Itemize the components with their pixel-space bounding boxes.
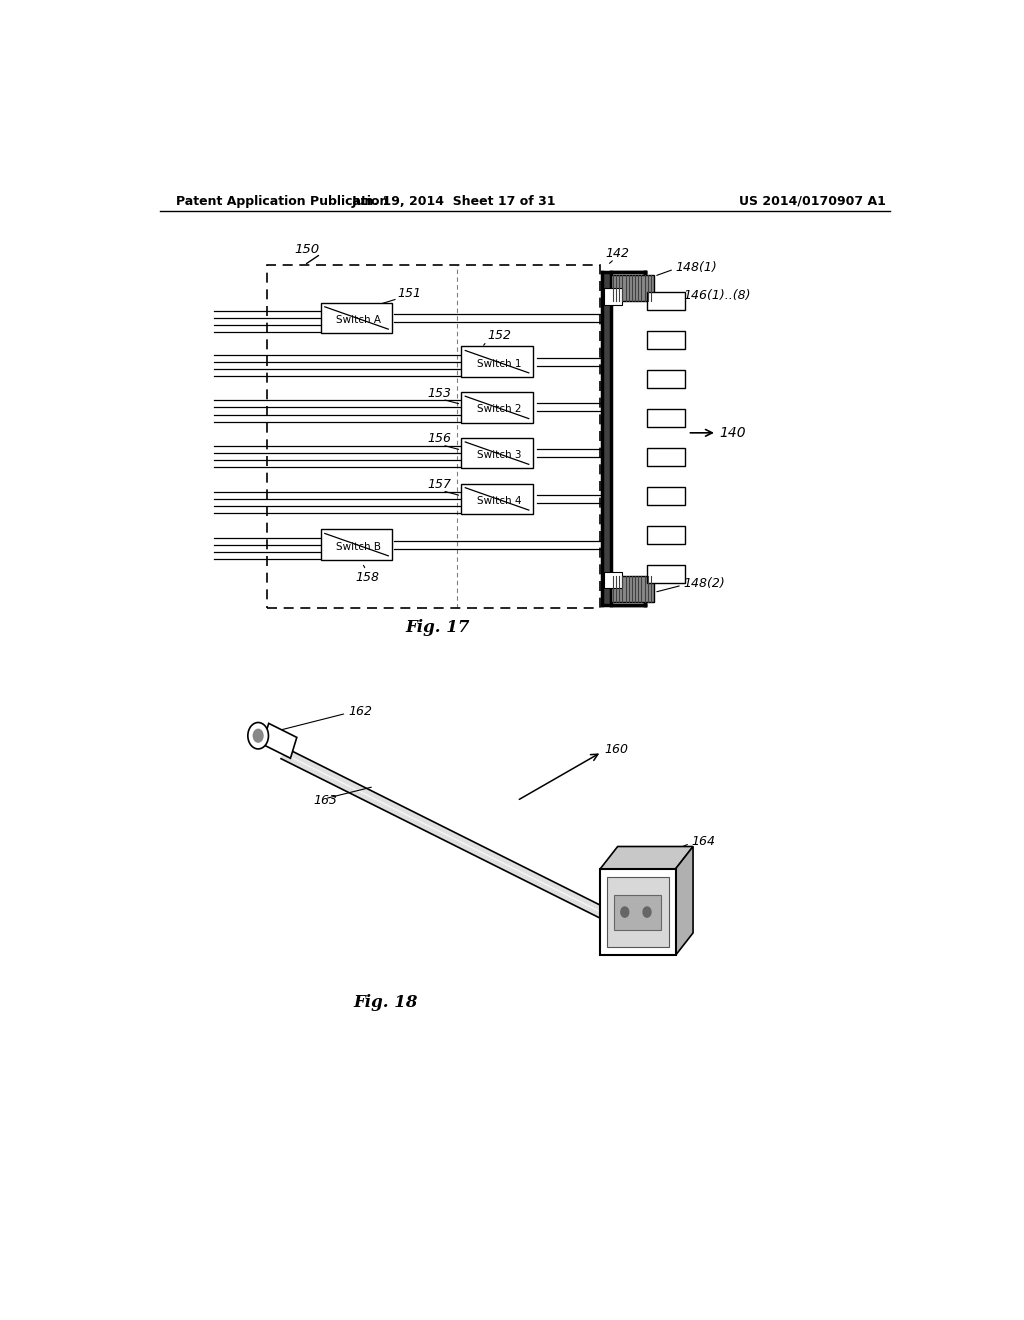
Text: 151: 151 — [397, 286, 422, 300]
Bar — [461, 346, 532, 378]
Text: Jun. 19, 2014  Sheet 17 of 31: Jun. 19, 2014 Sheet 17 of 31 — [351, 194, 556, 207]
Bar — [647, 330, 685, 348]
Bar — [614, 895, 662, 929]
Text: 160: 160 — [604, 743, 628, 756]
Polygon shape — [676, 846, 693, 956]
Bar — [604, 572, 623, 589]
Bar — [647, 447, 685, 466]
Text: Switch 1: Switch 1 — [477, 359, 521, 368]
Bar — [647, 370, 685, 388]
Circle shape — [253, 729, 264, 743]
Text: US 2014/0170907 A1: US 2014/0170907 A1 — [739, 194, 886, 207]
Bar — [647, 409, 685, 428]
Text: 150: 150 — [295, 243, 319, 256]
Bar — [604, 289, 623, 305]
Text: Fig. 18: Fig. 18 — [353, 994, 418, 1011]
Circle shape — [621, 907, 629, 917]
Bar — [262, 723, 297, 758]
Text: Switch 3: Switch 3 — [477, 450, 521, 461]
Bar — [321, 529, 392, 560]
Text: 162: 162 — [348, 705, 373, 718]
Text: 140: 140 — [719, 426, 745, 440]
Bar — [461, 483, 532, 515]
Text: 148(1): 148(1) — [676, 260, 718, 273]
Bar — [461, 438, 532, 469]
Text: 157: 157 — [427, 478, 452, 491]
Text: Fig. 17: Fig. 17 — [406, 619, 470, 636]
Bar — [600, 869, 676, 956]
Bar — [606, 876, 670, 948]
Text: 164: 164 — [691, 836, 716, 847]
Text: 152: 152 — [487, 330, 512, 342]
Text: Switch 2: Switch 2 — [477, 404, 521, 414]
Bar — [647, 565, 685, 583]
Circle shape — [643, 907, 651, 917]
Bar — [321, 302, 392, 333]
Polygon shape — [281, 747, 610, 921]
Text: 153: 153 — [427, 387, 452, 400]
Bar — [610, 276, 654, 301]
Text: 148(2): 148(2) — [684, 577, 725, 590]
Text: Switch A: Switch A — [337, 315, 381, 325]
Polygon shape — [600, 846, 693, 869]
Circle shape — [248, 722, 268, 748]
Text: Patent Application Publication: Patent Application Publication — [176, 194, 388, 207]
Text: 158: 158 — [355, 572, 379, 583]
Text: 142: 142 — [605, 247, 629, 260]
Text: 163: 163 — [313, 795, 338, 808]
Bar — [647, 292, 685, 310]
Bar — [610, 576, 654, 602]
Text: Switch 4: Switch 4 — [477, 496, 521, 506]
Bar — [461, 392, 532, 422]
Text: 146(1)..(8): 146(1)..(8) — [684, 289, 751, 302]
Bar — [267, 265, 600, 607]
Text: Switch B: Switch B — [337, 541, 381, 552]
Bar — [647, 525, 685, 544]
Text: 156: 156 — [427, 432, 452, 445]
Bar — [647, 487, 685, 506]
